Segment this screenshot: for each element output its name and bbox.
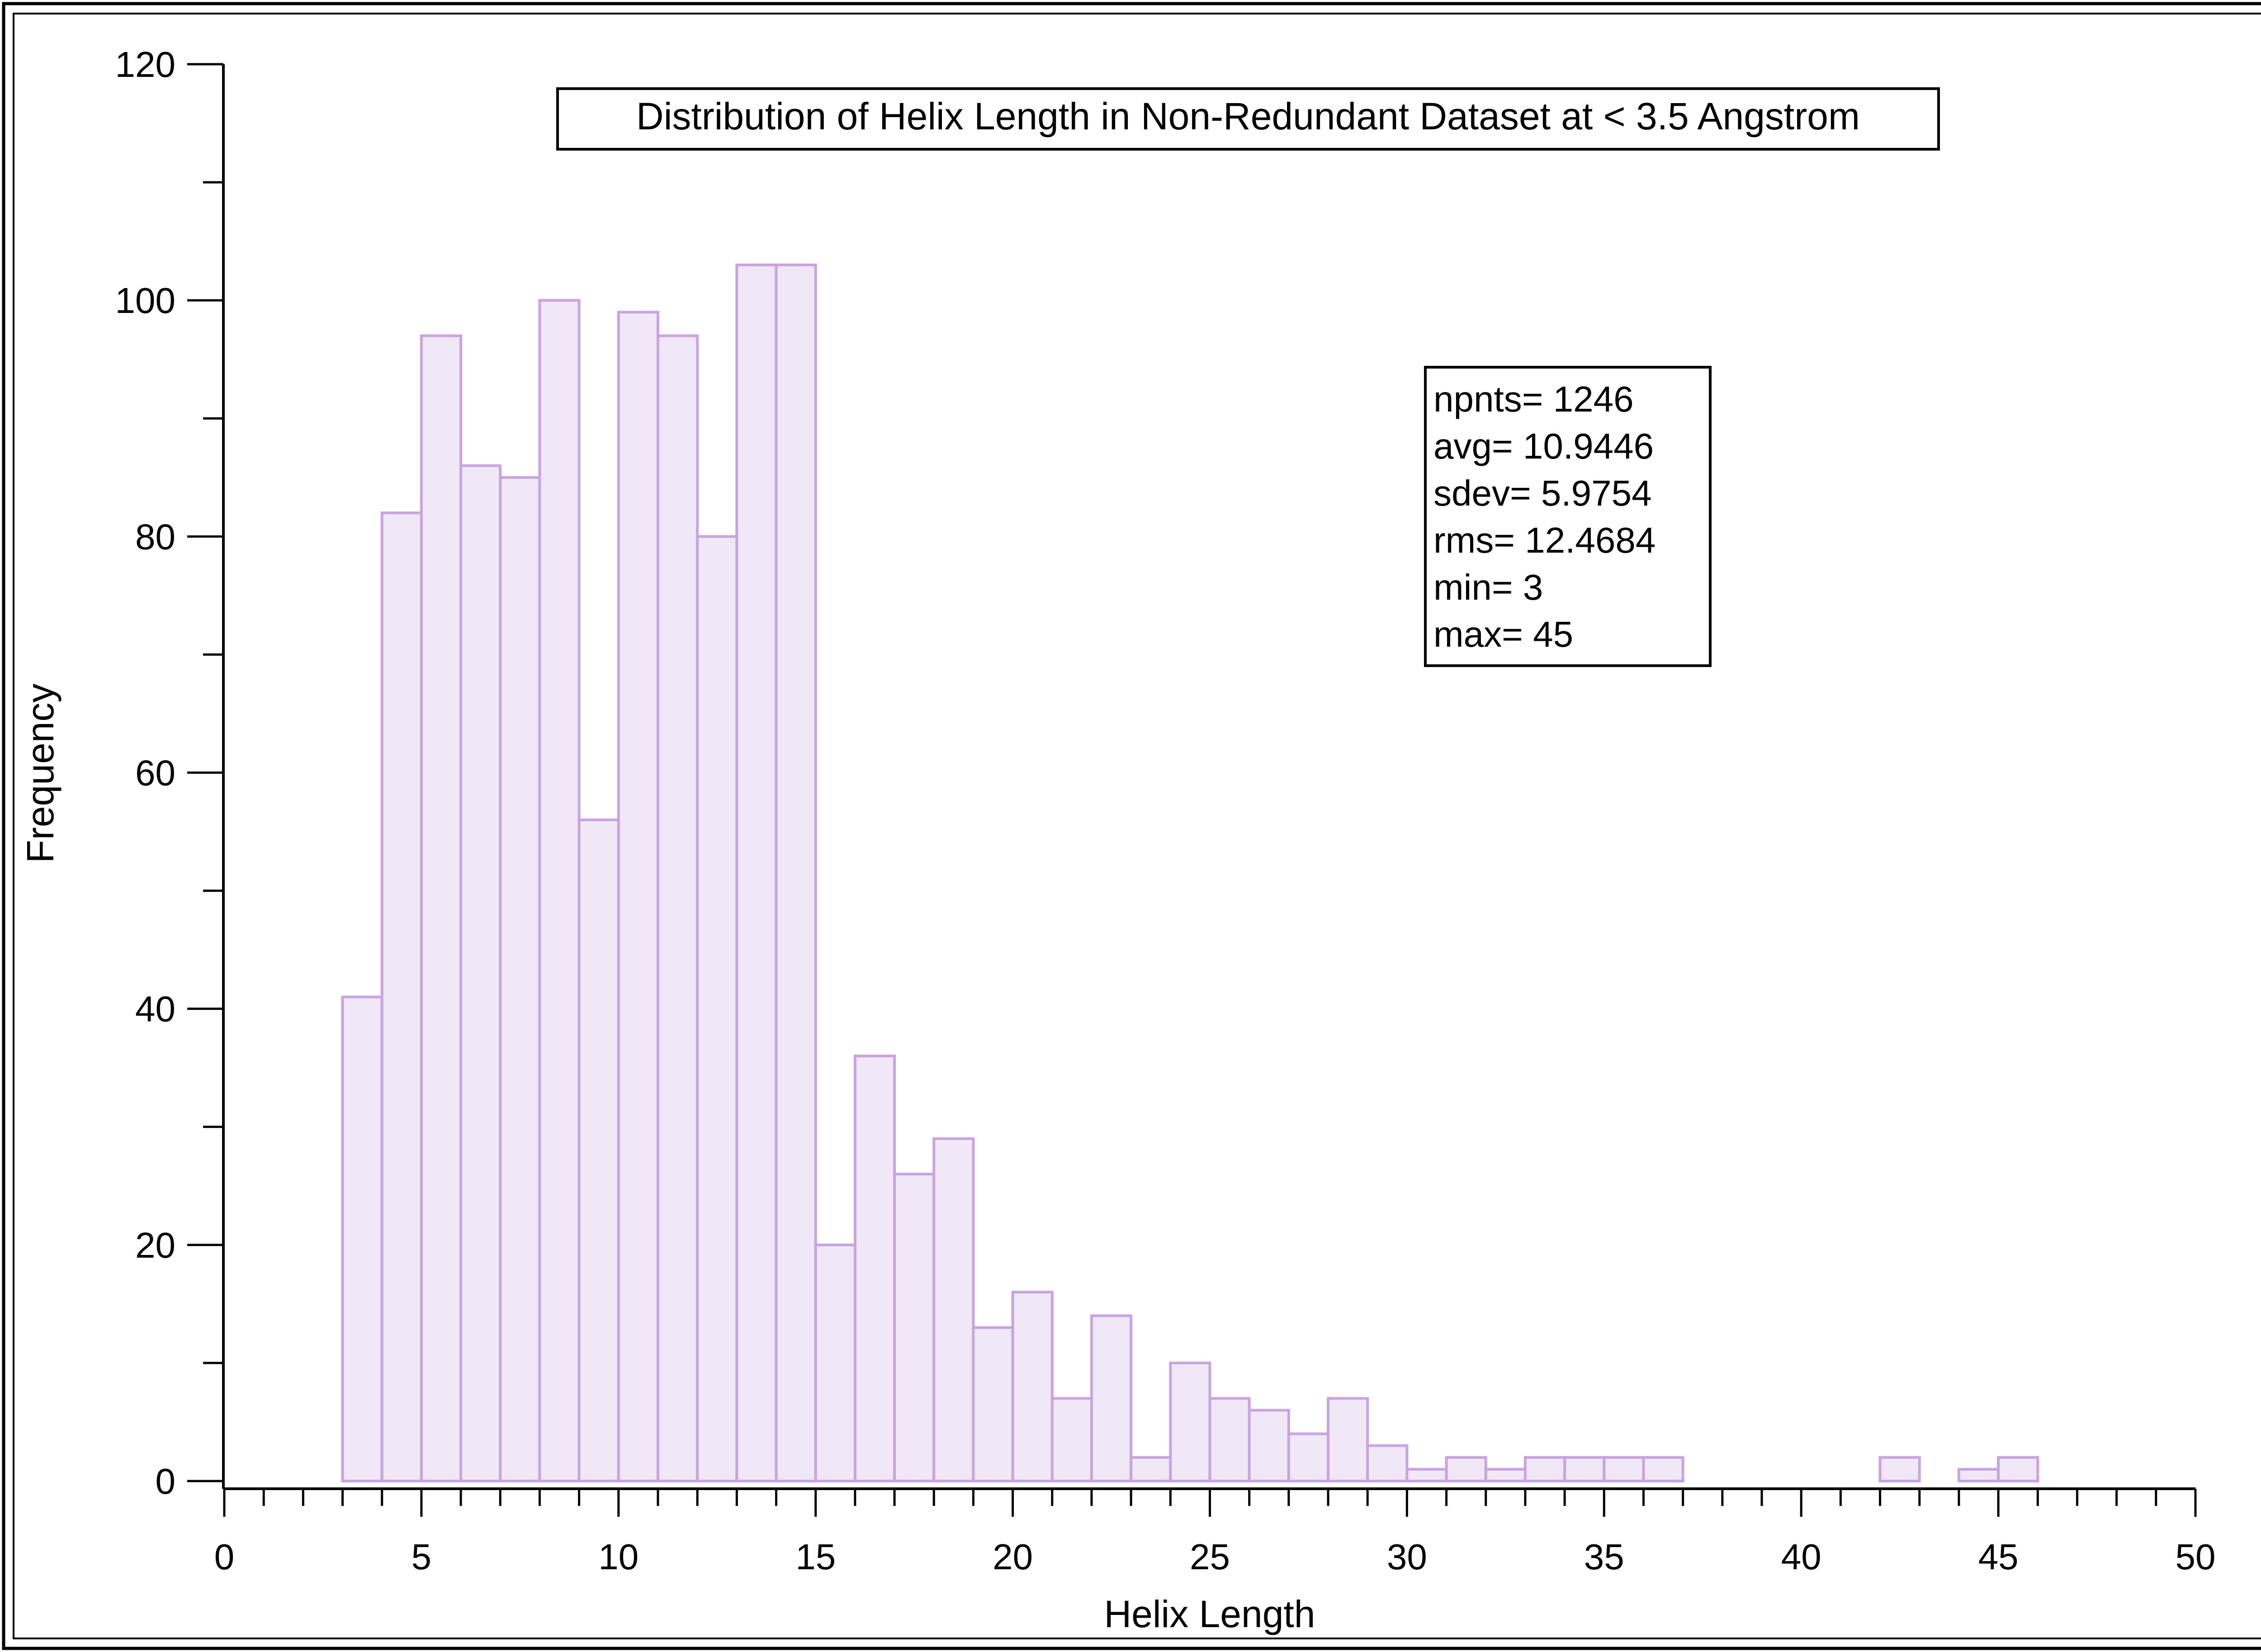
histogram-bar	[1523, 1456, 1566, 1483]
histogram-bar	[814, 1243, 856, 1482]
x-tick-label: 5	[412, 1537, 432, 1577]
histogram-bar	[1208, 1397, 1251, 1483]
x-ticks-group: 0 5 10 15 20 25 30 35 40 45 50	[214, 1489, 2216, 1577]
histogram-bar	[932, 1137, 975, 1483]
histogram-bar	[1642, 1456, 1684, 1483]
histogram-bar	[341, 995, 383, 1482]
stats-line: rms= 12.4684	[1433, 520, 1656, 560]
histogram-bar	[1090, 1314, 1133, 1483]
stats-line: max= 45	[1433, 614, 1573, 654]
histogram-bar	[617, 311, 659, 1483]
histogram-bar	[1050, 1397, 1093, 1483]
chart-title: Distribution of Helix Length in Non-Redu…	[636, 95, 1860, 137]
x-tick-label: 40	[1781, 1537, 1821, 1577]
bars-group	[341, 263, 2039, 1483]
histogram-bar	[1248, 1409, 1290, 1483]
y-tick-label: 80	[135, 516, 175, 557]
x-tick-label: 25	[1190, 1537, 1230, 1577]
x-tick-label: 45	[1978, 1537, 2019, 1577]
title-box	[556, 87, 1940, 151]
histogram-bar	[893, 1173, 936, 1482]
histogram-bar	[735, 263, 778, 1483]
histogram-bar	[1011, 1291, 1054, 1482]
y-tick-label: 20	[135, 1225, 175, 1265]
histogram-bar	[1287, 1432, 1330, 1482]
x-tick-label: 30	[1387, 1537, 1427, 1577]
x-tick-label: 10	[598, 1537, 639, 1577]
x-tick-label: 20	[993, 1537, 1033, 1577]
y-axis-label: Frequency	[19, 684, 61, 863]
histogram-bar	[1366, 1444, 1409, 1483]
stats-text-group: npnts= 1246 avg= 10.9446 sdev= 5.9754 rms= …	[1433, 379, 1656, 654]
histogram-bar	[775, 263, 817, 1483]
histogram-bar	[1405, 1467, 1448, 1482]
histogram-bar	[1957, 1467, 2000, 1482]
y-tick-label: 0	[156, 1461, 176, 1501]
histogram-bar	[1603, 1456, 1645, 1483]
histogram-bar	[420, 334, 463, 1482]
histogram-bar	[696, 535, 738, 1483]
y-tick-label: 40	[135, 989, 175, 1029]
y-tick-label: 120	[115, 44, 175, 85]
histogram-bar	[853, 1055, 896, 1483]
x-tick-label: 15	[795, 1537, 836, 1577]
histogram-bar	[499, 476, 541, 1482]
x-tick-label: 50	[2176, 1537, 2216, 1577]
histogram-bar	[656, 334, 699, 1482]
histogram-bar	[1130, 1456, 1172, 1483]
inner-frame	[13, 13, 2261, 1639]
histogram-bar	[1563, 1456, 1606, 1483]
y-tick-label: 100	[115, 280, 175, 321]
histogram-bar	[1484, 1467, 1527, 1482]
histogram-bar	[577, 818, 620, 1482]
y-tick-label: 60	[135, 753, 175, 793]
stats-line: npnts= 1246	[1433, 379, 1634, 419]
stats-line: avg= 10.9446	[1433, 426, 1654, 466]
histogram-bar	[972, 1326, 1014, 1482]
histogram-bar	[538, 299, 581, 1482]
y-ticks-group: 0 20 40 60 80 100 120	[115, 44, 223, 1501]
histogram-bar	[1169, 1361, 1211, 1483]
histogram-bar	[1445, 1456, 1487, 1483]
x-tick-label: 35	[1584, 1537, 1624, 1577]
histogram-bar	[1327, 1397, 1369, 1483]
x-axis-label: Helix Length	[1104, 1593, 1315, 1635]
x-tick-label: 0	[214, 1537, 235, 1577]
histogram-bar	[1997, 1456, 2039, 1483]
histogram-bar	[380, 511, 423, 1482]
histogram-bar	[459, 464, 502, 1482]
histogram-bar	[1878, 1456, 1921, 1483]
stats-line: sdev= 5.9754	[1433, 473, 1652, 513]
stats-line: min= 3	[1433, 567, 1543, 607]
stats-box	[1424, 366, 1712, 667]
